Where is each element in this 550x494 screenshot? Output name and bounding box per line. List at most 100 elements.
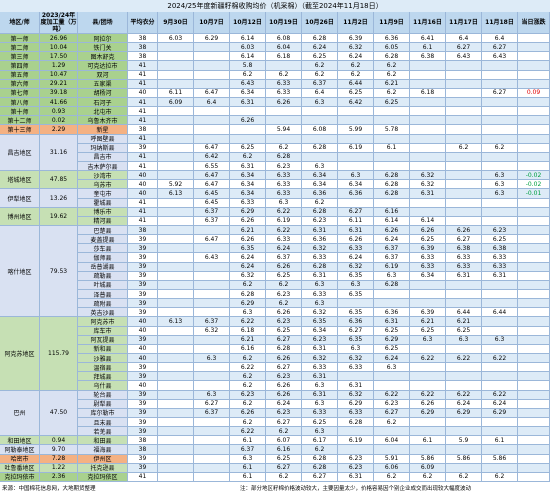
price-cell: 39 bbox=[128, 427, 158, 437]
price-cell: 39 bbox=[128, 280, 158, 290]
region-cell: 第七师 bbox=[0, 88, 40, 98]
change-cell: -0.02 bbox=[518, 171, 550, 181]
title: 2024/25年度新疆籽棉收购均价（机采棉）（截至2024年11月18日） bbox=[0, 0, 550, 12]
price-cell bbox=[446, 98, 482, 108]
price-cell: 6.1 bbox=[374, 143, 410, 153]
price-cell bbox=[374, 372, 410, 382]
price-cell: 6.2 bbox=[230, 381, 266, 391]
price-cell bbox=[410, 125, 446, 135]
price-cell bbox=[374, 107, 410, 117]
price-cell: 6.33 bbox=[266, 171, 302, 181]
volume-cell: 31.16 bbox=[40, 134, 78, 172]
price-cell: 6.05 bbox=[374, 43, 410, 53]
price-cell: 6.33 bbox=[302, 253, 338, 263]
change-cell bbox=[518, 335, 550, 345]
change-cell bbox=[518, 463, 550, 473]
price-cell bbox=[338, 445, 374, 455]
price-cell: 6.04 bbox=[266, 43, 302, 53]
price-cell: 6.55 bbox=[194, 162, 230, 172]
volume-cell: 115.79 bbox=[40, 317, 78, 391]
region-cell: 阿克苏地区 bbox=[0, 317, 40, 391]
price-cell: 6.24 bbox=[374, 235, 410, 245]
change-cell bbox=[518, 354, 550, 364]
price-cell: 6.22 bbox=[410, 390, 446, 400]
price-cell: 6.45 bbox=[194, 198, 230, 208]
price-cell bbox=[482, 280, 518, 290]
price-cell: 6.28 bbox=[374, 171, 410, 181]
price-cell bbox=[194, 107, 230, 117]
change-cell bbox=[518, 143, 550, 153]
price-cell: 6.11 bbox=[158, 88, 194, 98]
price-cell: 6.23 bbox=[230, 390, 266, 400]
change-cell bbox=[518, 363, 550, 373]
price-cell bbox=[194, 262, 230, 272]
price-cell: 6.33 bbox=[266, 189, 302, 199]
price-cell bbox=[338, 134, 374, 144]
price-cell: 6.2 bbox=[410, 472, 446, 482]
price-cell bbox=[446, 125, 482, 135]
price-cell bbox=[482, 381, 518, 391]
price-cell: 6.35 bbox=[338, 308, 374, 318]
county-cell: 玛纳斯县 bbox=[78, 143, 128, 153]
price-cell: 6.23 bbox=[302, 335, 338, 345]
region-cell: 巴州 bbox=[0, 390, 40, 437]
price-cell: 39 bbox=[128, 299, 158, 309]
price-cell: 6.29 bbox=[338, 399, 374, 409]
price-cell: 6.2 bbox=[446, 472, 482, 482]
county-cell: 岳普湖县 bbox=[78, 262, 128, 272]
volume-cell: 47.50 bbox=[40, 390, 78, 437]
price-cell: 6.3 bbox=[482, 189, 518, 199]
price-cell: 6.23 bbox=[302, 216, 338, 226]
price-cell bbox=[158, 372, 194, 382]
price-cell bbox=[446, 180, 482, 190]
price-cell: 6.36 bbox=[338, 317, 374, 327]
price-cell: 38 bbox=[128, 52, 158, 62]
price-cell: 39 bbox=[128, 262, 158, 272]
price-cell bbox=[446, 344, 482, 354]
county-cell: 石河子 bbox=[78, 98, 128, 108]
price-cell: 6.33 bbox=[482, 253, 518, 263]
price-cell bbox=[158, 418, 194, 428]
price-cell: 6.2 bbox=[230, 418, 266, 428]
region-cell: 第十三师 bbox=[0, 125, 40, 135]
price-cell: 6.31 bbox=[302, 390, 338, 400]
price-cell bbox=[158, 344, 194, 354]
price-cell bbox=[194, 79, 230, 89]
price-cell: 6.2 bbox=[230, 354, 266, 364]
price-cell bbox=[446, 162, 482, 172]
price-cell: 6.2 bbox=[266, 472, 302, 482]
price-cell: 6.37 bbox=[230, 445, 266, 455]
price-cell: 40 bbox=[128, 381, 158, 391]
price-cell: 6.47 bbox=[194, 180, 230, 190]
price-cell: 6.27 bbox=[338, 207, 374, 217]
price-cell: 6.22 bbox=[230, 317, 266, 327]
change-cell bbox=[518, 116, 550, 126]
volume-cell: 79.53 bbox=[40, 226, 78, 318]
price-cell bbox=[158, 326, 194, 336]
price-cell: 6.28 bbox=[266, 344, 302, 354]
price-cell bbox=[338, 198, 374, 208]
price-cell bbox=[158, 116, 194, 126]
price-cell: 6.44 bbox=[482, 308, 518, 318]
county-cell: 拜城县 bbox=[78, 372, 128, 382]
price-cell: 6.18 bbox=[410, 88, 446, 98]
price-cell: 6.3 bbox=[230, 308, 266, 318]
price-cell bbox=[194, 381, 230, 391]
county-cell: 阿拉尔 bbox=[78, 34, 128, 44]
change-cell bbox=[518, 436, 550, 446]
price-cell: 6.2 bbox=[230, 280, 266, 290]
price-cell: 6.2 bbox=[338, 61, 374, 71]
price-cell: 6.3 bbox=[374, 271, 410, 281]
county-cell: 巴楚县 bbox=[78, 226, 128, 236]
price-cell: 6.1 bbox=[482, 436, 518, 446]
price-cell: 6.27 bbox=[266, 463, 302, 473]
price-cell: 6.33 bbox=[266, 235, 302, 245]
price-cell: 6.47 bbox=[194, 171, 230, 181]
price-cell: 6.33 bbox=[266, 88, 302, 98]
price-cell: 6.35 bbox=[230, 244, 266, 254]
county-cell: 五家渠 bbox=[78, 79, 128, 89]
price-cell bbox=[446, 290, 482, 300]
volume-cell: 47.85 bbox=[40, 171, 78, 190]
source: 来源：中国棉花信息网，大地期货整理 bbox=[2, 486, 96, 492]
price-cell bbox=[158, 61, 194, 71]
